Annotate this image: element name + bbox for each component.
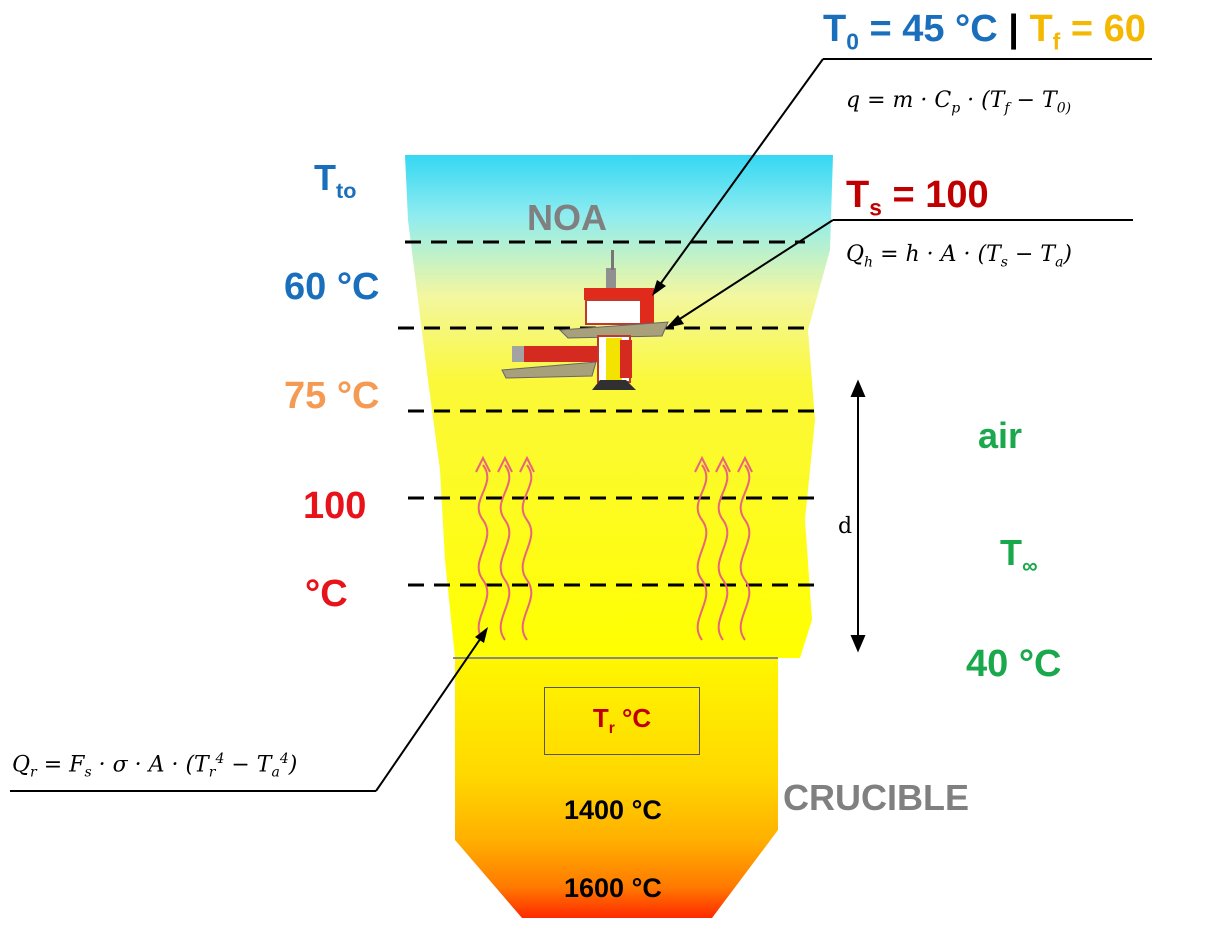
temp-60c-label: 60 °C xyxy=(284,266,380,308)
heat-waves-right xyxy=(694,455,753,641)
equation-radiation: Qr = Fs · σ · A · (Tr4 − Ta4) xyxy=(12,751,298,781)
tf-symbol: Tf = 60 xyxy=(1029,8,1146,55)
tr-box: Tr °C xyxy=(544,687,700,755)
header-temperature-label: T0 = 45 °C | Tf = 60 xyxy=(823,10,1146,53)
furnace-upper-body xyxy=(405,155,833,658)
distance-d-label: d xyxy=(838,514,853,539)
t-infinity-label: T∞ xyxy=(1000,532,1038,579)
equation-sensible-heat: q = m · Cp · (Tf − T0) xyxy=(846,88,1072,117)
leader-top-arrow-line xyxy=(655,58,824,291)
heat-waves-left xyxy=(475,455,535,641)
temp-75c-label: 75 °C xyxy=(284,375,380,417)
header-separator: | xyxy=(1008,8,1019,50)
crucible-body xyxy=(455,658,778,918)
tto-label: Tto xyxy=(314,157,357,204)
heat-exchanger-device xyxy=(501,250,669,390)
leader-surface-arrowhead xyxy=(666,315,684,328)
temp-1600c-label: 1600 °C xyxy=(564,873,662,903)
surface-temperature-label: Ts = 100 xyxy=(846,174,989,221)
temp-deg-c-label: °C xyxy=(305,573,348,615)
leader-top-arrowhead xyxy=(652,280,666,296)
temp-100-label: 100 xyxy=(303,485,367,527)
temp-40c-label: 40 °C xyxy=(966,643,1062,685)
leader-radiation-arrow-line xyxy=(375,631,486,792)
leader-radiation-arrowhead xyxy=(475,627,488,643)
crucible-label: CRUCIBLE xyxy=(783,777,969,818)
tr-label: Tr °C xyxy=(592,703,652,738)
equation-convection: Qh = h · A · (Ts − Ta) xyxy=(846,242,1073,271)
air-label: air xyxy=(978,415,1023,456)
noa-label: NOA xyxy=(527,197,607,238)
temp-1400c-label: 1400 °C xyxy=(564,795,662,825)
distance-d-arrow xyxy=(850,379,866,653)
t0-symbol: T0 = 45 °C xyxy=(823,8,998,55)
leader-surface-arrow-line xyxy=(671,219,834,325)
